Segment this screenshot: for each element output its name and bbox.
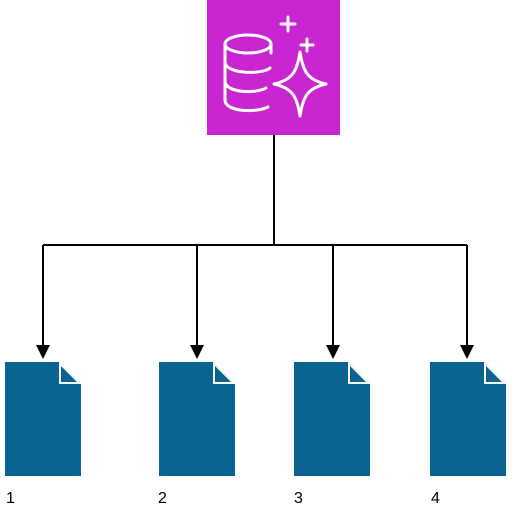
document-label-1: 1 — [6, 490, 15, 507]
connectors — [42, 135, 468, 348]
document-label-3: 3 — [294, 490, 303, 507]
arrowhead-4 — [460, 345, 474, 359]
arrowheads — [36, 345, 474, 359]
database-node[interactable] — [207, 0, 340, 135]
document-icon — [430, 362, 506, 476]
arrowhead-3 — [326, 345, 340, 359]
document-node-4[interactable] — [430, 362, 506, 476]
arrowhead-1 — [36, 345, 50, 359]
document-node-1[interactable] — [5, 362, 81, 476]
document-label-4: 4 — [431, 490, 440, 507]
document-icon — [159, 362, 235, 476]
database-sparkle-icon — [223, 15, 328, 118]
document-node-2[interactable] — [159, 362, 235, 476]
arrowhead-2 — [190, 345, 204, 359]
document-node-3[interactable] — [294, 362, 370, 476]
document-icon — [5, 362, 81, 476]
document-label-2: 2 — [158, 490, 167, 507]
document-icon — [294, 362, 370, 476]
